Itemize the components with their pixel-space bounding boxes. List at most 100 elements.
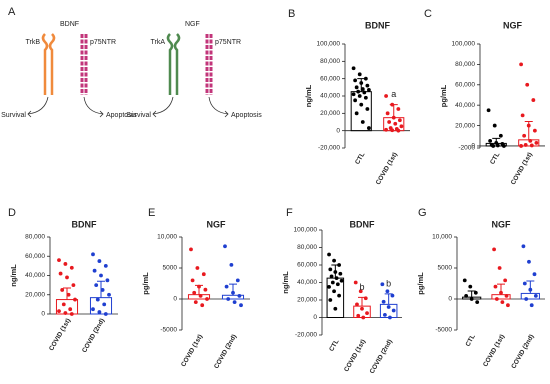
data-point <box>339 278 344 283</box>
data-point <box>500 300 505 304</box>
y-tick-label: 40,000 <box>320 93 340 100</box>
y-tick-label: -2000 <box>458 145 475 152</box>
data-point <box>355 302 359 307</box>
data-point <box>327 284 331 289</box>
y-tick-label: 5000 <box>438 265 453 272</box>
y-tick-label: 0 <box>313 314 317 321</box>
data-point <box>327 252 331 257</box>
data-point <box>192 290 197 295</box>
chart-title: BDNF <box>350 219 375 229</box>
data-point <box>382 312 387 317</box>
y-tick-label: 10,000 <box>157 234 177 241</box>
annotation: b <box>386 278 391 288</box>
y-axis-label: ng/mL <box>9 264 18 287</box>
data-point <box>58 271 63 276</box>
panel: B BDNF ng/mL -20,000 0 20,000 40,000 60,000 80,0… <box>288 8 410 186</box>
data-point <box>365 107 370 111</box>
panel-letter: F <box>286 207 293 219</box>
data-point <box>333 306 338 311</box>
y-tick-label: -20,000 <box>295 332 317 339</box>
annotation: b <box>359 282 364 292</box>
data-point <box>102 302 107 307</box>
panel-letter: D <box>8 207 16 219</box>
data-point <box>356 89 361 94</box>
data-point <box>497 266 502 270</box>
data-point <box>66 292 71 297</box>
error-bar <box>358 296 366 307</box>
data-point <box>360 306 364 311</box>
data-point <box>365 311 369 316</box>
outcome: Survival <box>126 112 151 119</box>
data-point <box>105 278 110 283</box>
error-bar <box>497 283 505 295</box>
x-tick-label: COVID (1st) <box>180 333 204 368</box>
data-point <box>390 128 395 133</box>
arrows <box>152 96 229 118</box>
data-point <box>353 280 358 285</box>
receptor-label: p75NTR <box>215 39 241 46</box>
error-bar <box>389 104 398 118</box>
y-tick-label: -5000 <box>435 327 452 334</box>
trk-receptor <box>41 33 56 95</box>
panel-letter: G <box>418 207 427 219</box>
data-point <box>525 82 530 87</box>
data-point <box>69 265 74 270</box>
data-point <box>523 143 528 147</box>
data-point <box>353 78 358 83</box>
data-point <box>488 138 493 143</box>
data-point <box>193 300 198 304</box>
data-point <box>359 102 364 107</box>
data-point <box>224 284 229 289</box>
x-tick-label: CTL <box>489 151 501 165</box>
panel: E NGF pg/mL -5000 0 5000 10,000 COVID (1st) COVI… <box>141 207 250 370</box>
y-tick-label: 100,000 <box>317 41 341 48</box>
panel: F BDNF ng/mL -20,000 0 20,000 40,000 60,000 80,0… <box>281 207 402 375</box>
x-tick-label: COVID (1st) <box>375 151 399 186</box>
data-point <box>100 288 105 292</box>
y-tick-label: 20,000 <box>455 122 475 129</box>
y-axis-label: ng/mL <box>281 271 290 294</box>
panel: D BDNF ng/mL 0 20,000 40,000 60,000 80,000 COVID… <box>8 207 118 354</box>
data-point <box>393 121 398 126</box>
y-tick-label: 0 <box>448 296 452 303</box>
outcome: Apoptosis <box>231 112 262 119</box>
data-point <box>384 94 388 98</box>
data-point <box>239 303 243 308</box>
data-point <box>522 133 527 138</box>
data-point <box>351 66 356 71</box>
annotation: a <box>391 89 396 99</box>
y-axis-label: pg/mL <box>141 272 150 295</box>
chart-title: NGF <box>503 20 523 30</box>
y-tick-label: 80,000 <box>320 58 340 65</box>
error-bar <box>229 283 237 296</box>
y-tick-label: 100,000 <box>452 41 476 48</box>
y-tick-label: 60,000 <box>455 82 475 89</box>
data-point <box>361 315 366 320</box>
data-point <box>328 267 333 272</box>
data-point <box>385 289 390 294</box>
y-axis-label: pg/mL <box>416 272 425 295</box>
data-point <box>506 303 510 308</box>
error-bar <box>467 290 476 298</box>
data-point <box>189 247 193 252</box>
data-point <box>391 308 396 313</box>
error-bar <box>357 78 366 92</box>
x-tick-label: COVID (2nd) <box>510 333 535 370</box>
outcome: Apoptosis <box>106 112 137 119</box>
data-point <box>61 302 66 307</box>
y-tick-label: 60,000 <box>320 75 340 82</box>
data-point <box>386 305 391 309</box>
trk-receptor <box>166 33 181 95</box>
receptor-label: TrkA <box>150 39 165 46</box>
panel-letter: C <box>424 8 432 20</box>
data-point <box>226 297 231 301</box>
data-point <box>367 126 371 130</box>
data-point <box>384 127 388 132</box>
error-bar <box>526 280 535 294</box>
data-point <box>232 300 237 304</box>
data-point <box>338 271 343 276</box>
data-point <box>92 268 97 273</box>
data-point <box>387 120 392 124</box>
data-point <box>498 133 503 138</box>
